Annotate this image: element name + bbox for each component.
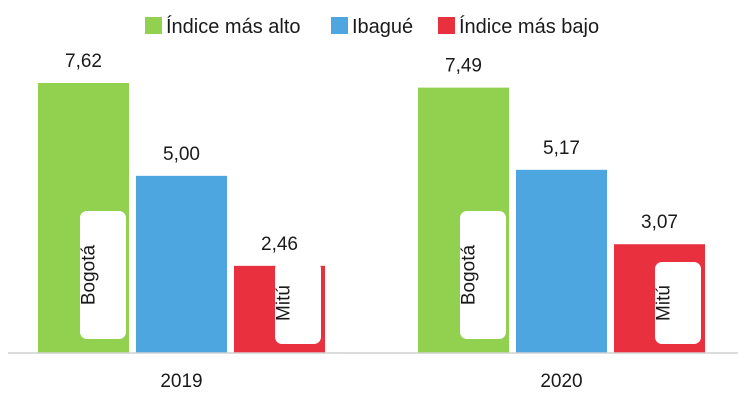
legend-swatch-1	[145, 17, 162, 34]
legend-swatch-3	[438, 17, 455, 34]
bar-2019-series-2	[136, 175, 227, 353]
bar-label-2019-series-1: Bogotá	[79, 244, 100, 305]
x-tick-label-2020: 2020	[540, 371, 582, 392]
value-label-2019-series-2: 5,00	[163, 144, 200, 165]
value-label-2019-series-3: 2,46	[261, 234, 298, 255]
value-label-2020-series-1: 7,49	[445, 56, 482, 77]
bar-label-2019-series-3: Mitú	[274, 285, 295, 321]
value-label-2020-series-2: 5,17	[543, 138, 580, 159]
legend-label-2: Ibagué	[352, 16, 413, 38]
bar-2020-series-2	[516, 169, 607, 353]
bar-label-box-2020-series-1	[460, 211, 506, 339]
bar-label-box-2020-series-3	[655, 262, 701, 344]
bar-label-2020-series-1: Bogotá	[459, 244, 480, 305]
legend-label-3: Índice más bajo	[459, 15, 599, 38]
value-label-2020-series-3: 3,07	[641, 212, 678, 233]
bar-label-2020-series-3: Mitú	[654, 285, 675, 321]
value-label-2019-series-1: 7,62	[65, 51, 102, 72]
legend-label-1: Índice más alto	[166, 15, 301, 38]
legend: Índice más alto Ibagué Índice más bajo	[145, 15, 599, 38]
bar-label-box-2019-series-3	[275, 262, 321, 344]
bar-label-box-2019-series-1	[80, 211, 126, 339]
plot-area: 7,62 Bogotá 5,00 2,46 Mitú 7,49 Bogotá 5,17 3,07…	[38, 51, 705, 354]
x-axis: 2019 2020	[160, 371, 582, 392]
legend-swatch-2	[331, 17, 348, 34]
x-tick-label-2019: 2019	[160, 371, 202, 392]
